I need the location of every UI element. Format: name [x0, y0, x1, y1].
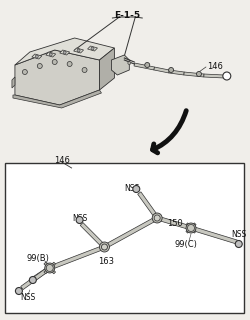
Text: 146: 146	[54, 156, 70, 164]
Circle shape	[186, 223, 196, 233]
Polygon shape	[49, 245, 105, 270]
Text: NSS: NSS	[72, 213, 87, 222]
Text: 150: 150	[167, 219, 183, 228]
Circle shape	[67, 61, 72, 67]
Polygon shape	[34, 266, 51, 280]
Text: 99(C): 99(C)	[174, 239, 198, 249]
Polygon shape	[12, 77, 15, 88]
Circle shape	[168, 68, 173, 73]
Text: 163: 163	[98, 257, 114, 266]
Text: NSS: NSS	[20, 293, 36, 302]
Circle shape	[35, 55, 38, 58]
Polygon shape	[21, 266, 51, 290]
Polygon shape	[134, 63, 154, 70]
Circle shape	[128, 61, 131, 65]
Circle shape	[196, 71, 202, 76]
Polygon shape	[44, 267, 51, 274]
Polygon shape	[80, 223, 106, 248]
Circle shape	[91, 47, 94, 50]
Polygon shape	[190, 227, 196, 233]
Circle shape	[37, 63, 42, 68]
Circle shape	[154, 215, 160, 221]
Text: E-1-5: E-1-5	[114, 11, 140, 20]
Circle shape	[49, 53, 52, 56]
Polygon shape	[190, 223, 196, 229]
Polygon shape	[204, 74, 224, 78]
Polygon shape	[46, 52, 56, 57]
Polygon shape	[138, 192, 159, 219]
Polygon shape	[186, 227, 192, 233]
Polygon shape	[184, 72, 204, 77]
Circle shape	[188, 225, 194, 231]
Polygon shape	[32, 54, 42, 59]
Text: NSS: NSS	[231, 229, 246, 238]
Polygon shape	[104, 216, 158, 249]
Text: 99(B): 99(B)	[26, 253, 49, 262]
Polygon shape	[190, 226, 237, 244]
Polygon shape	[49, 262, 56, 269]
Circle shape	[46, 265, 53, 271]
Polygon shape	[112, 55, 129, 75]
Polygon shape	[44, 262, 51, 269]
Polygon shape	[100, 48, 114, 90]
Circle shape	[133, 186, 140, 193]
Polygon shape	[49, 267, 56, 274]
Circle shape	[22, 69, 27, 75]
Polygon shape	[156, 216, 192, 230]
Circle shape	[63, 51, 66, 54]
Circle shape	[223, 72, 231, 80]
Circle shape	[52, 60, 57, 65]
Bar	[5, 163, 244, 313]
Circle shape	[29, 276, 36, 284]
Circle shape	[145, 62, 150, 68]
Polygon shape	[186, 223, 192, 229]
Polygon shape	[169, 70, 184, 75]
Circle shape	[235, 241, 242, 247]
Polygon shape	[60, 50, 70, 55]
Text: 146: 146	[207, 61, 223, 70]
Polygon shape	[15, 38, 114, 65]
Text: NSS: NSS	[125, 183, 140, 193]
Circle shape	[152, 213, 162, 223]
Circle shape	[100, 242, 110, 252]
Polygon shape	[88, 46, 98, 51]
Circle shape	[16, 287, 22, 294]
Circle shape	[102, 244, 107, 250]
Polygon shape	[74, 48, 84, 53]
Polygon shape	[154, 67, 170, 73]
Circle shape	[82, 68, 87, 73]
Circle shape	[76, 217, 83, 223]
Polygon shape	[15, 50, 100, 105]
Polygon shape	[13, 90, 102, 108]
Circle shape	[45, 263, 55, 273]
Circle shape	[77, 49, 80, 52]
